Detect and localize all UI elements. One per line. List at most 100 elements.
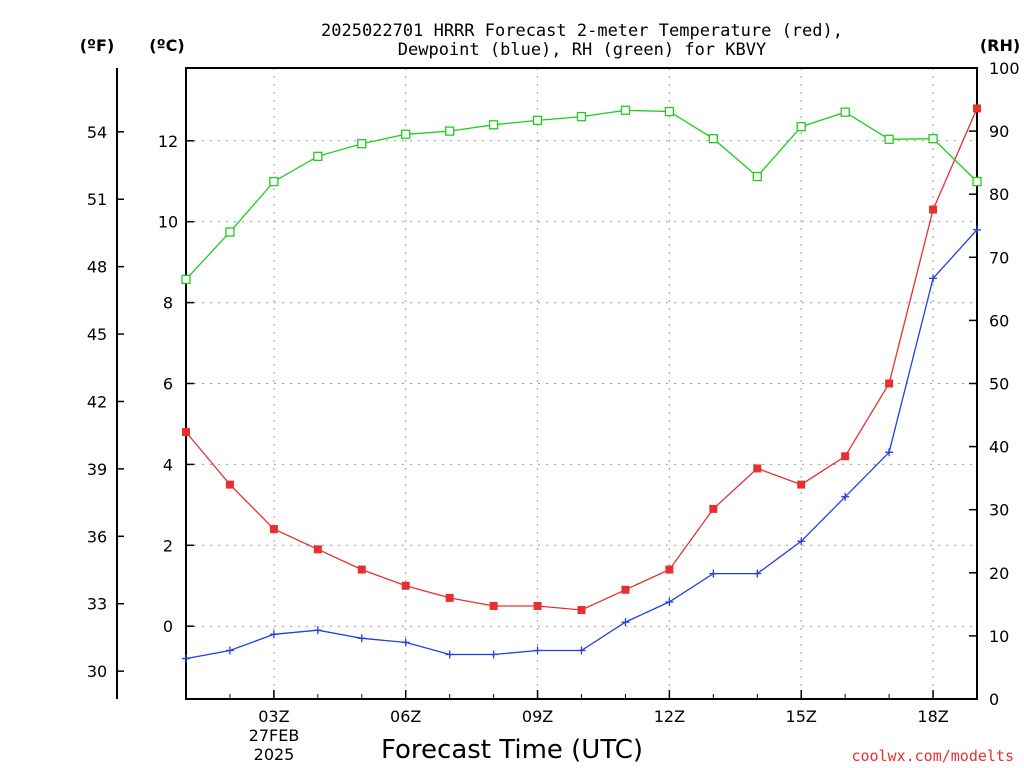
- rh-point: [401, 129, 411, 139]
- dewpoint-point: [973, 225, 981, 234]
- fahrenheit-tick-label: 33: [87, 595, 107, 614]
- dewpoint-point: [533, 646, 542, 655]
- temperature-point: [182, 428, 190, 437]
- dewpoint-point: [577, 646, 586, 655]
- dewpoint-point: [797, 537, 806, 546]
- rh-point: [532, 115, 543, 126]
- rh-tick-label: 20: [989, 564, 1009, 583]
- temperature-point: [753, 464, 762, 473]
- fahrenheit-unit-label: (ºF): [80, 36, 115, 55]
- temperature-line: [185, 108, 978, 611]
- rh-point: [928, 134, 938, 144]
- celsius-tick-label: 2: [163, 536, 173, 555]
- rh-point: [357, 139, 367, 149]
- temperature-series: [182, 104, 981, 615]
- dewpoint-point: [269, 630, 278, 639]
- temperature-point: [313, 545, 322, 554]
- rh-point: [796, 122, 806, 132]
- temperature-point: [533, 601, 542, 610]
- temperature-point: [489, 601, 498, 610]
- dewpoint-point: [665, 597, 674, 606]
- temperature-point: [973, 104, 981, 113]
- dewpoint-point: [182, 654, 190, 663]
- celsius-tick-label: 10: [158, 213, 178, 232]
- x-axis-title: Forecast Time (UTC): [381, 735, 643, 765]
- rh-point: [752, 171, 762, 182]
- fahrenheit-tick-label: 54: [87, 123, 107, 142]
- rh-point: [269, 176, 279, 187]
- rh-point: [576, 111, 587, 122]
- temperature-point: [225, 480, 234, 489]
- rh-tick-label: 40: [989, 438, 1009, 457]
- fahrenheit-tick-label: 30: [87, 662, 107, 681]
- fahrenheit-tick-label: 39: [87, 460, 107, 479]
- dewpoint-line: [185, 229, 978, 660]
- rh-tick-label: 60: [989, 311, 1009, 330]
- celsius-tick-label: 4: [163, 455, 173, 474]
- x-tick-label: 12Z: [654, 707, 685, 726]
- celsius-tick-label: 0: [163, 617, 173, 636]
- celsius-tick-label: 12: [158, 132, 178, 151]
- rh-point: [225, 227, 235, 237]
- dewpoint-point: [445, 650, 454, 659]
- temperature-point: [621, 585, 630, 594]
- rh-unit-label: (RH): [980, 36, 1020, 55]
- x-tick-label: 03Z: [258, 707, 289, 726]
- temperature-point: [357, 565, 366, 574]
- dewpoint-point: [885, 448, 894, 457]
- grid-lines: [186, 68, 977, 699]
- dewpoint-point: [621, 618, 630, 627]
- chart-title-line-2: Dewpoint (blue), RH (green) for KBVY: [398, 40, 766, 60]
- dewpoint-point: [357, 634, 366, 643]
- rh-point: [884, 134, 894, 144]
- rh-point: [620, 105, 631, 115]
- temperature-point: [445, 593, 454, 602]
- dewpoint-point: [929, 274, 938, 283]
- celsius-tick-label: 6: [163, 375, 173, 394]
- axes: [116, 67, 978, 700]
- rh-point: [972, 176, 982, 187]
- rh-tick-label: 100: [989, 59, 1020, 78]
- data-series: [181, 104, 982, 663]
- dewpoint-point: [841, 492, 850, 501]
- temperature-point: [885, 379, 894, 388]
- date-label-day: 27FEB: [249, 726, 300, 745]
- x-tick-label: 09Z: [522, 707, 553, 726]
- temperature-point: [797, 480, 806, 489]
- rh-series: [181, 105, 982, 285]
- rh-point: [664, 106, 675, 117]
- temperature-point: [841, 452, 850, 461]
- dewpoint-point: [709, 569, 718, 578]
- rh-tick-label: 30: [989, 501, 1009, 520]
- fahrenheit-tick-label: 36: [87, 527, 107, 546]
- celsius-tick-label: 8: [163, 294, 173, 313]
- rh-point: [313, 151, 323, 161]
- dewpoint-series: [182, 225, 981, 663]
- rh-point: [181, 274, 191, 285]
- tick-labels: 0 2 4 6 8 10 12 30 33 36 39 42 45 48 51 54 0 10 20 30 40 50 60…: [87, 59, 1020, 726]
- chart-title-line-1: 2025022701 HRRR Forecast 2-meter Tempera…: [321, 21, 843, 41]
- rh-tick-label: 70: [989, 248, 1009, 267]
- date-label-year: 2025: [254, 745, 295, 764]
- temperature-point: [401, 581, 410, 590]
- temperature-point: [665, 565, 674, 574]
- x-tick-label: 18Z: [917, 707, 948, 726]
- celsius-unit-label: (ºC): [149, 36, 184, 55]
- rh-tick-label: 0: [989, 690, 999, 709]
- rh-point: [708, 134, 718, 144]
- credit-link[interactable]: coolwx.com/modelts: [851, 747, 1014, 765]
- temperature-point: [269, 525, 278, 534]
- rh-line: [185, 109, 978, 280]
- rh-tick-label: 80: [989, 185, 1009, 204]
- temperature-point: [929, 205, 938, 214]
- rh-point: [840, 107, 850, 117]
- temperature-point: [577, 606, 586, 615]
- rh-point: [488, 120, 499, 130]
- dewpoint-point: [313, 626, 322, 635]
- rh-tick-label: 90: [989, 122, 1009, 141]
- dewpoint-point: [489, 650, 498, 659]
- temperature-point: [709, 504, 718, 513]
- x-tick-label: 06Z: [390, 707, 421, 726]
- rh-point: [445, 126, 455, 136]
